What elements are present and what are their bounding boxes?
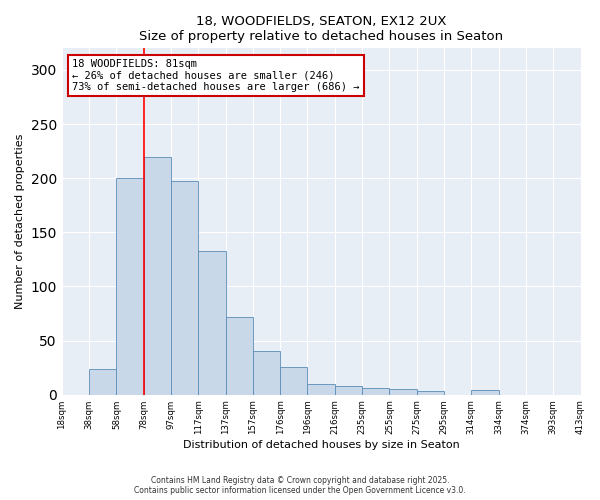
X-axis label: Distribution of detached houses by size in Seaton: Distribution of detached houses by size … <box>183 440 460 450</box>
Bar <box>226 317 253 394</box>
Bar <box>116 178 143 394</box>
Text: Contains HM Land Registry data © Crown copyright and database right 2025.
Contai: Contains HM Land Registry data © Crown c… <box>134 476 466 495</box>
Bar <box>89 368 116 394</box>
Bar <box>253 352 280 395</box>
Bar <box>471 390 499 394</box>
Bar <box>389 390 416 394</box>
Y-axis label: Number of detached properties: Number of detached properties <box>15 134 25 309</box>
Title: 18, WOODFIELDS, SEATON, EX12 2UX
Size of property relative to detached houses in: 18, WOODFIELDS, SEATON, EX12 2UX Size of… <box>139 15 503 43</box>
Bar <box>335 386 362 394</box>
Bar <box>416 392 444 394</box>
Text: 18 WOODFIELDS: 81sqm
← 26% of detached houses are smaller (246)
73% of semi-deta: 18 WOODFIELDS: 81sqm ← 26% of detached h… <box>72 58 359 92</box>
Bar <box>307 384 335 394</box>
Bar <box>280 366 307 394</box>
Bar <box>362 388 389 394</box>
Bar <box>198 250 226 394</box>
Bar <box>143 156 171 394</box>
Bar <box>171 182 198 394</box>
